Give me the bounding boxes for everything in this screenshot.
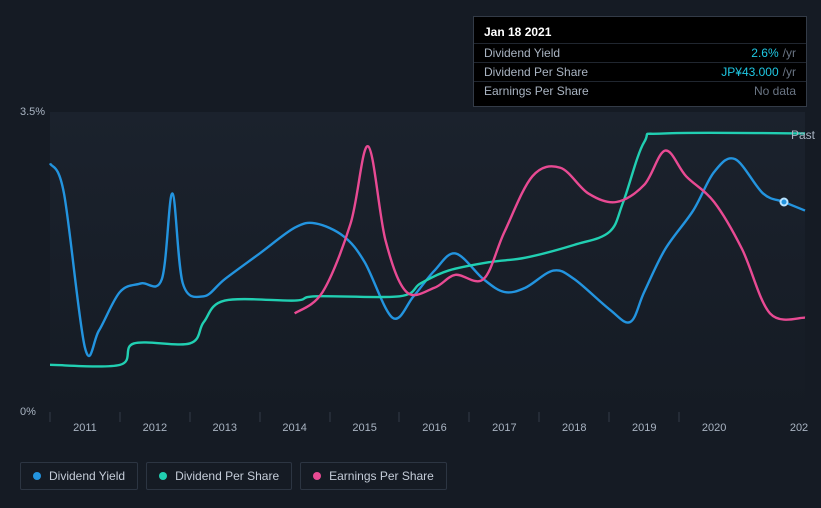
y-tick-label: 3.5%	[20, 106, 45, 118]
x-tick-separator	[539, 412, 540, 422]
x-tick-separator	[259, 412, 260, 422]
x-tick-separator	[329, 412, 330, 422]
x-tick-label: 2013	[213, 422, 237, 434]
tooltip-value: No data	[754, 84, 796, 98]
chart-tooltip: Jan 18 2021 Dividend Yield2.6%/yrDividen…	[473, 16, 807, 107]
x-tick-separator	[679, 412, 680, 422]
legend-swatch	[33, 472, 41, 480]
x-tick-label-cutoff: 202	[790, 422, 808, 434]
tooltip-value: 2.6%	[751, 46, 778, 60]
legend-item-dividend_per_share[interactable]: Dividend Per Share	[146, 462, 292, 490]
tooltip-key: Dividend Yield	[484, 46, 751, 60]
x-tick-separator	[119, 412, 120, 422]
x-tick-label: 2011	[73, 422, 97, 434]
x-tick-label: 2012	[143, 422, 167, 434]
x-tick-separator	[469, 412, 470, 422]
legend-item-earnings_per_share[interactable]: Earnings Per Share	[300, 462, 447, 490]
x-tick-separator	[399, 412, 400, 422]
x-tick-label: 2016	[422, 422, 446, 434]
tooltip-unit: /yr	[783, 46, 796, 60]
tooltip-key: Earnings Per Share	[484, 84, 754, 98]
x-tick-label: 2017	[492, 422, 516, 434]
tooltip-title: Jan 18 2021	[474, 23, 806, 43]
y-tick-label: 0%	[20, 406, 36, 418]
chart-legend: Dividend Yield Dividend Per Share Earnings…	[20, 462, 447, 490]
cursor-dot	[780, 198, 789, 207]
legend-label: Dividend Yield	[49, 469, 125, 483]
tooltip-value: JP¥43.000	[721, 65, 778, 79]
legend-item-dividend_yield[interactable]: Dividend Yield	[20, 462, 138, 490]
x-tick-label: 2020	[702, 422, 726, 434]
plot-svg	[50, 112, 805, 412]
x-tick-label: 2019	[632, 422, 656, 434]
past-marker-label: Past	[791, 128, 815, 142]
tooltip-row: Dividend Per ShareJP¥43.000/yr	[474, 62, 806, 81]
tooltip-key: Dividend Per Share	[484, 65, 721, 79]
legend-label: Dividend Per Share	[175, 469, 279, 483]
legend-swatch	[313, 472, 321, 480]
x-tick-separator	[189, 412, 190, 422]
tooltip-row: Dividend Yield2.6% /yr	[474, 43, 806, 62]
x-tick-label: 2018	[562, 422, 586, 434]
x-tick-label: 2014	[282, 422, 306, 434]
x-tick-label: 2015	[352, 422, 376, 434]
legend-swatch	[159, 472, 167, 480]
tooltip-unit: /yr	[783, 65, 796, 79]
legend-label: Earnings Per Share	[329, 469, 434, 483]
x-tick-separator	[609, 412, 610, 422]
plot-area[interactable]	[50, 112, 805, 412]
tooltip-row: Earnings Per ShareNo data	[474, 81, 806, 100]
x-tick-separator	[49, 412, 50, 422]
dividend-chart: 0% 3.5% 2011 2012 2013 2014 2015 2016 2017 2018 2…	[0, 0, 821, 508]
